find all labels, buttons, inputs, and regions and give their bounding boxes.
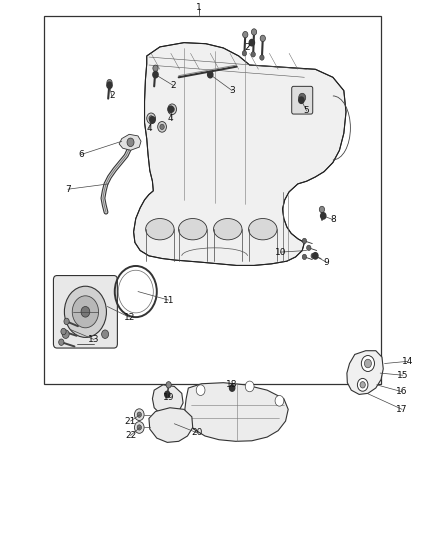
Text: 15: 15 <box>397 371 409 379</box>
Circle shape <box>137 412 141 417</box>
Text: 2: 2 <box>170 81 176 90</box>
Circle shape <box>158 122 166 132</box>
Circle shape <box>360 382 365 388</box>
Text: 20: 20 <box>191 429 203 437</box>
Circle shape <box>81 306 90 317</box>
Ellipse shape <box>178 219 207 240</box>
Text: 12: 12 <box>124 313 135 321</box>
Ellipse shape <box>214 219 242 240</box>
Circle shape <box>150 117 155 123</box>
Circle shape <box>165 391 170 398</box>
Circle shape <box>275 395 284 406</box>
Text: 5: 5 <box>304 107 310 115</box>
Circle shape <box>251 52 255 57</box>
Circle shape <box>361 356 374 372</box>
Circle shape <box>196 385 205 395</box>
Text: 9: 9 <box>323 258 329 266</box>
Circle shape <box>153 65 158 71</box>
Polygon shape <box>119 134 141 150</box>
Text: 2: 2 <box>109 92 114 100</box>
Circle shape <box>72 296 99 328</box>
Ellipse shape <box>145 219 174 240</box>
Polygon shape <box>134 43 346 265</box>
Circle shape <box>299 97 304 103</box>
Text: 3: 3 <box>229 86 235 95</box>
Text: 13: 13 <box>88 335 100 344</box>
Ellipse shape <box>249 219 277 240</box>
Text: 4: 4 <box>146 125 152 133</box>
Circle shape <box>302 254 307 260</box>
FancyBboxPatch shape <box>53 276 117 348</box>
Circle shape <box>62 330 69 338</box>
Text: 2: 2 <box>245 44 250 52</box>
Circle shape <box>245 381 254 392</box>
Circle shape <box>299 93 306 102</box>
Text: 18: 18 <box>226 381 238 389</box>
Polygon shape <box>347 351 383 394</box>
Circle shape <box>260 55 264 60</box>
Circle shape <box>149 116 153 121</box>
Circle shape <box>168 106 173 112</box>
Polygon shape <box>152 385 183 416</box>
Text: 8: 8 <box>330 215 336 224</box>
Circle shape <box>137 425 141 430</box>
Text: 10: 10 <box>275 248 286 256</box>
Text: 17: 17 <box>396 405 408 414</box>
Text: 4: 4 <box>168 114 173 123</box>
Text: 21: 21 <box>125 417 136 425</box>
Text: 14: 14 <box>402 357 413 366</box>
Text: 16: 16 <box>396 387 408 396</box>
Circle shape <box>168 104 177 115</box>
Circle shape <box>64 286 106 337</box>
Polygon shape <box>149 408 193 442</box>
Circle shape <box>107 82 112 88</box>
Circle shape <box>134 409 144 421</box>
Circle shape <box>311 253 315 259</box>
Circle shape <box>251 29 257 35</box>
Circle shape <box>64 318 69 325</box>
Circle shape <box>319 206 325 213</box>
Bar <box>44 16 381 384</box>
Circle shape <box>153 71 158 78</box>
FancyBboxPatch shape <box>292 86 313 114</box>
Circle shape <box>243 31 248 38</box>
Text: 22: 22 <box>125 431 136 440</box>
Circle shape <box>160 124 164 130</box>
Circle shape <box>59 339 64 345</box>
Circle shape <box>61 328 66 335</box>
Circle shape <box>260 35 265 42</box>
Circle shape <box>147 113 155 124</box>
Circle shape <box>242 51 247 56</box>
Circle shape <box>307 245 311 251</box>
Circle shape <box>127 138 134 147</box>
Circle shape <box>321 213 326 219</box>
Text: 1: 1 <box>196 4 202 12</box>
Circle shape <box>208 71 213 78</box>
Text: 11: 11 <box>163 296 174 304</box>
Circle shape <box>364 359 371 368</box>
Circle shape <box>313 253 318 259</box>
Circle shape <box>107 79 112 86</box>
Circle shape <box>134 422 144 433</box>
Text: 7: 7 <box>65 185 71 193</box>
Circle shape <box>166 382 171 388</box>
Polygon shape <box>185 383 288 441</box>
Circle shape <box>249 39 254 46</box>
Circle shape <box>230 385 235 391</box>
Circle shape <box>102 330 109 338</box>
Circle shape <box>357 378 368 391</box>
Circle shape <box>302 238 307 244</box>
Circle shape <box>170 107 174 112</box>
Text: 19: 19 <box>163 393 174 401</box>
Text: 6: 6 <box>78 150 84 159</box>
